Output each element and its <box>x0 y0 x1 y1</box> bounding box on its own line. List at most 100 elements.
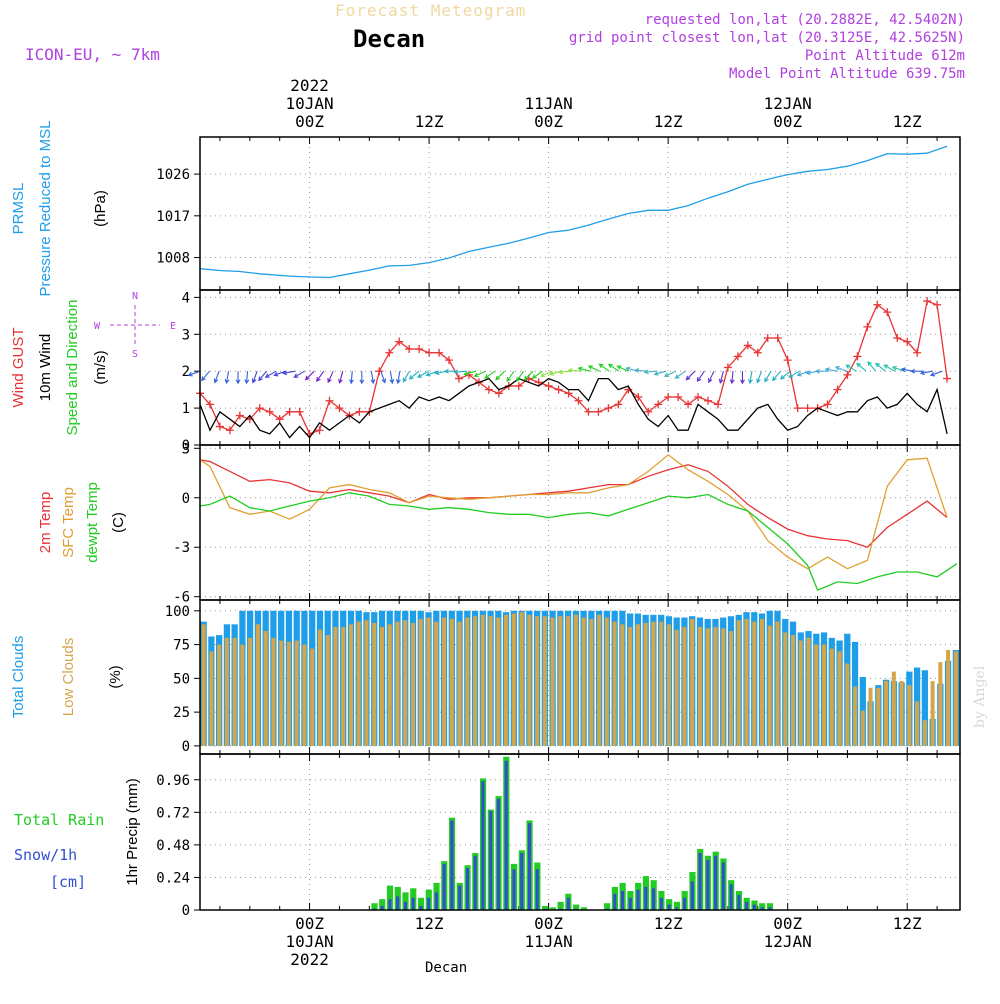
wind-arrow <box>495 370 505 381</box>
series-line <box>199 454 948 570</box>
cloud-bar-low <box>511 613 516 746</box>
wind-arrow <box>884 364 895 372</box>
wind-arrow-head <box>425 371 431 377</box>
cloud-bar-low <box>410 622 416 746</box>
cloud-bar-low <box>496 617 501 746</box>
compass-north: N <box>132 291 138 302</box>
wind-arrow <box>397 371 401 384</box>
cloud-bar-low <box>232 637 237 746</box>
wind-arrow-head <box>443 368 449 374</box>
cloud-bar-low <box>666 624 671 746</box>
y-tick-label: -6 <box>173 590 190 606</box>
cloud-bar-low <box>674 629 679 746</box>
cloud-bar-low <box>457 621 462 746</box>
wind-arrow-head <box>213 378 219 384</box>
cloud-bar-low <box>946 649 951 746</box>
time-label-top: 2022 <box>290 76 329 95</box>
wind-arrow-head <box>338 378 343 384</box>
precip-bar-rain <box>402 892 409 910</box>
cloud-bar-low <box>488 616 493 746</box>
y-tick-label: 3 <box>182 327 190 343</box>
panel-label: dewpt Temp <box>84 482 101 563</box>
precip-bar-snow <box>411 897 415 910</box>
gust-marker <box>534 378 543 387</box>
time-label-top: 12JAN <box>764 94 812 113</box>
wind-arrow-head <box>598 363 604 369</box>
precip-bar-rain <box>673 901 681 910</box>
wind-arrow <box>370 371 374 384</box>
wind-arrow <box>402 370 410 382</box>
panel-label: Speed and Direction <box>64 300 81 436</box>
cloud-bar-low <box>255 624 260 746</box>
precip-bar-rain <box>557 901 564 910</box>
gust-marker <box>435 348 444 357</box>
wind-arrow <box>568 369 581 372</box>
cloud-bar-low <box>589 618 594 746</box>
wind-arrow-head <box>567 367 573 373</box>
wind-arrow-head <box>408 375 414 380</box>
gust-marker <box>723 363 732 372</box>
gust-marker <box>893 333 902 342</box>
wind-arrow <box>541 370 553 377</box>
precip-bar-rain <box>386 885 394 910</box>
cloud-bar-low <box>217 644 222 746</box>
cloud-bar-low <box>341 627 346 746</box>
wind-arrow <box>201 370 210 381</box>
wind-arrow <box>617 365 629 372</box>
time-label-bottom: 12JAN <box>764 932 812 951</box>
gust-marker <box>743 341 752 350</box>
cloud-bar-low <box>224 637 229 746</box>
precip-bar-snow <box>496 798 500 910</box>
cloud-bar-low <box>302 644 307 746</box>
precip-bar-snow <box>651 888 656 910</box>
wind-arrow <box>316 370 325 382</box>
wind-arrow-head <box>495 375 501 381</box>
series-line <box>199 377 948 439</box>
gust-marker <box>225 426 234 435</box>
wind-arrow <box>559 370 572 373</box>
gust-marker <box>644 407 653 416</box>
gust-marker <box>385 348 394 357</box>
cloud-bar-low <box>535 616 540 746</box>
wind-arrow-head <box>473 372 479 378</box>
cloud-bar-low <box>775 621 780 746</box>
wind-arrow <box>258 370 268 381</box>
time-label-top: 00Z <box>773 112 802 131</box>
cloud-bar-low <box>263 631 268 746</box>
precip-bar-snow <box>675 907 679 910</box>
precip-bar-snow <box>636 889 640 910</box>
gust-marker <box>713 400 722 409</box>
wind-arrow-head <box>616 365 622 370</box>
cloud-bar-low <box>395 621 400 746</box>
wind-arrow <box>599 363 610 372</box>
wind-arrow <box>664 370 677 377</box>
precip-bar-rain <box>573 904 580 910</box>
cloud-bar-low <box>604 617 609 746</box>
wind-arrow <box>635 369 648 372</box>
wind-arrow-head <box>653 371 659 376</box>
y-tick-label: 0 <box>182 438 190 454</box>
model-label: ICON-EU, ~ 7km <box>25 45 160 64</box>
y-tick-label: 3 <box>182 441 190 457</box>
precip-bar-snow <box>729 884 733 910</box>
wind-arrow <box>708 370 715 383</box>
cloud-bar-low <box>822 644 827 746</box>
precip-bar-snow <box>768 907 772 910</box>
wind-arrow <box>305 370 315 381</box>
panel-frame <box>199 444 961 601</box>
cloud-bar-low <box>713 627 718 746</box>
footer-location: Decan <box>425 960 467 976</box>
wind-arrow-head <box>244 379 250 385</box>
gust-marker <box>295 407 304 416</box>
wind-arrow-head <box>395 379 401 385</box>
cloud-bar-low <box>317 629 322 746</box>
wind-arrow-head <box>674 374 680 379</box>
panel-frame <box>199 136 961 291</box>
wind-arrow <box>214 371 220 383</box>
cloud-bar-low <box>372 622 377 746</box>
wind-arrow <box>930 370 943 376</box>
cloud-bar-low <box>550 617 555 746</box>
cloud-bar-low <box>860 710 865 746</box>
gust-marker <box>684 400 693 409</box>
precip-bar-snow <box>690 881 694 910</box>
